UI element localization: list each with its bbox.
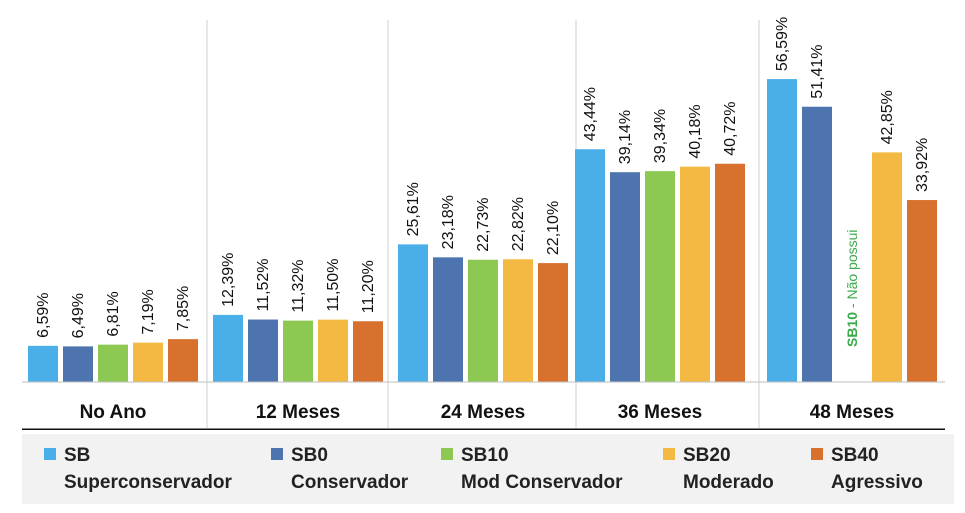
value-label: 6,81%	[105, 291, 122, 336]
legend-swatch	[271, 448, 283, 460]
value-label: 22,10%	[545, 201, 562, 255]
value-label: 56,59%	[774, 17, 791, 71]
value-label: 39,14%	[617, 110, 634, 164]
value-label: 23,18%	[440, 195, 457, 249]
legend-swatch	[811, 448, 823, 460]
bar-sb-3	[398, 244, 428, 382]
category-label: 24 Meses	[441, 402, 526, 423]
value-label: 11,50%	[325, 259, 342, 312]
value-label: 39,34%	[652, 109, 669, 163]
value-label: 7,85%	[175, 286, 192, 331]
bar-sb10-4	[645, 171, 675, 382]
value-label: 11,20%	[360, 260, 377, 313]
bar-sb0-1	[63, 346, 93, 382]
legend-label: SB40 Agressivo	[831, 442, 923, 496]
value-label: 22,82%	[510, 197, 527, 251]
legend-label-sub: Agressivo	[831, 472, 923, 493]
legend-label-short: SB40	[831, 445, 879, 466]
bar-sb20-1	[133, 342, 163, 382]
category-label: 12 Meses	[256, 402, 341, 423]
bar-sb40-3	[538, 263, 568, 382]
value-label: 7,19%	[140, 289, 157, 334]
bar-sb-1	[28, 345, 58, 382]
value-label: 43,44%	[582, 87, 599, 141]
bar-sb-4	[575, 149, 605, 382]
value-label: 22,73%	[475, 197, 492, 251]
bar-sb10-2	[283, 320, 313, 382]
value-label: 11,32%	[290, 260, 307, 313]
value-label: 25,61%	[405, 182, 422, 236]
bar-sb-5	[767, 79, 797, 382]
legend-label: SB0 Conservador	[291, 442, 408, 496]
legend: SB Superconservador SB0 Conservador SB10 Mod …	[22, 434, 954, 504]
bar-sb20-5	[872, 152, 902, 382]
legend-label: SB10 Mod Conservador	[461, 442, 623, 496]
bar-sb40-2	[353, 321, 383, 382]
bar-sb20-3	[503, 259, 533, 382]
bar-sb20-2	[318, 319, 348, 382]
legend-swatch	[441, 448, 453, 460]
value-label: 12,39%	[220, 253, 237, 307]
category-label: No Ano	[80, 402, 147, 423]
category-label: 48 Meses	[810, 402, 895, 423]
legend-label-short: SB20	[683, 445, 731, 466]
bar-sb20-4	[680, 166, 710, 382]
bar-sb0-3	[433, 257, 463, 382]
category-labels-group: No Ano 12 Meses 24 Meses 36 Meses 48 Meses	[80, 402, 895, 423]
legend-label-sub: Moderado	[683, 472, 774, 493]
legend-swatch	[663, 448, 675, 460]
value-label: 40,18%	[687, 104, 704, 158]
bar-sb40-5	[907, 200, 937, 382]
no-data-annotation: SB10 - Não possui	[844, 229, 860, 347]
category-label: 36 Meses	[618, 402, 703, 423]
value-label: 51,41%	[809, 44, 826, 98]
legend-label-short: SB0	[291, 445, 328, 466]
bar-sb0-5	[802, 106, 832, 382]
value-label: 11,52%	[255, 258, 272, 311]
legend-label: SB Superconservador	[64, 442, 232, 496]
value-label: 6,59%	[35, 292, 52, 337]
bar-sb40-4	[715, 163, 745, 382]
bar-sb-2	[213, 314, 243, 382]
legend-label-sub: Superconservador	[64, 472, 232, 493]
bar-sb0-2	[248, 319, 278, 382]
legend-label-sub: Mod Conservador	[461, 472, 623, 493]
bars-group	[28, 79, 937, 382]
value-label: 42,85%	[879, 90, 896, 144]
value-label: 6,49%	[70, 293, 87, 338]
bar-sb10-3	[468, 259, 498, 382]
legend-label-sub: Conservador	[291, 472, 409, 493]
value-labels-group: 6,59% 6,49% 6,81% 7,19% 7,85% 12,39% 11,52% 11,…	[35, 17, 931, 347]
legend-label: SB20 Moderado	[683, 442, 774, 496]
legend-label-short: SB10	[461, 445, 509, 466]
value-label: 33,92%	[914, 138, 931, 192]
bar-sb40-1	[168, 339, 198, 382]
legend-swatch	[44, 448, 56, 460]
value-label: 40,72%	[722, 101, 739, 155]
bar-chart: 6,59% 6,49% 6,81% 7,19% 7,85% 12,39% 11,52% 11,…	[22, 17, 945, 430]
bar-sb10-1	[98, 344, 128, 382]
bar-sb0-4	[610, 172, 640, 382]
legend-label-short: SB	[64, 445, 91, 466]
